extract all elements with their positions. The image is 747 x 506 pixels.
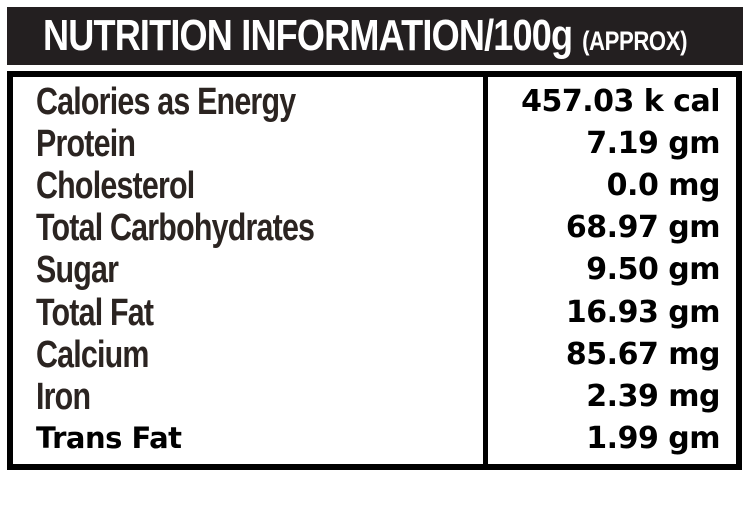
nutrient-amount: 1.99 gm (586, 420, 720, 456)
nutrient-amount: 85.67 mg (565, 336, 721, 372)
table-row-label: Protein (36, 123, 483, 165)
header-title: NUTRITION INFORMATION/100g (43, 11, 573, 60)
table-row-value: 85.67 mg (565, 334, 721, 376)
nutrient-name: Total Fat (36, 291, 154, 334)
nutrient-name: Iron (36, 375, 91, 418)
table-row-label: Iron (36, 376, 483, 418)
nutrient-name: Cholesterol (36, 165, 195, 208)
header-approx: (APPROX) (582, 26, 688, 56)
table-row-label: Cholesterol (36, 165, 483, 207)
nutrient-amount: 0.0 mg (606, 168, 721, 204)
table-row-label: Total Fat (36, 292, 483, 334)
header-bar: NUTRITION INFORMATION/100g (APPROX) (7, 7, 743, 65)
table-row-value: 68.97 gm (565, 207, 721, 249)
header-text: NUTRITION INFORMATION/100g (APPROX) (43, 14, 687, 58)
nutrient-name: Protein (36, 123, 136, 166)
nutrient-labels-column: Calories as Energy Protein Cholesterol T… (13, 77, 483, 464)
nutrient-name: Calories as Energy (36, 81, 296, 124)
nutrient-amount: 457.03 k cal (521, 84, 720, 120)
table-row-value: 9.50 gm (586, 249, 720, 291)
table-row-value: 1.99 gm (586, 418, 720, 460)
nutrient-amount: 16.93 gm (565, 294, 721, 330)
nutrient-amount: 7.19 gm (586, 126, 720, 162)
table-row-label: Calories as Energy (36, 81, 483, 123)
nutrient-name: Calcium (36, 333, 149, 376)
table-row-value: 457.03 k cal (521, 81, 720, 123)
table-row-label: Calcium (36, 334, 483, 376)
table-row-value: 2.39 mg (586, 376, 720, 418)
table-row-label: Trans Fat (36, 418, 483, 460)
nutrient-name: Sugar (36, 249, 119, 292)
table-row-value: 7.19 gm (586, 123, 720, 165)
nutrient-amount: 9.50 gm (586, 252, 720, 288)
table-row-label: Total Carbohydrates (36, 207, 483, 249)
nutrition-table: Calories as Energy Protein Cholesterol T… (7, 71, 742, 470)
table-row-value: 16.93 gm (565, 292, 721, 334)
nutrient-name: Total Carbohydrates (36, 207, 315, 250)
nutrient-amount: 2.39 mg (586, 378, 720, 414)
nutrient-amount: 68.97 gm (565, 210, 721, 246)
table-row-value: 0.0 mg (606, 165, 721, 207)
nutrient-name: Trans Fat (36, 421, 182, 456)
nutrient-values-column: 457.03 k cal 7.19 gm 0.0 mg 68.97 gm 9.5… (483, 77, 736, 464)
table-row-label: Sugar (36, 249, 483, 291)
